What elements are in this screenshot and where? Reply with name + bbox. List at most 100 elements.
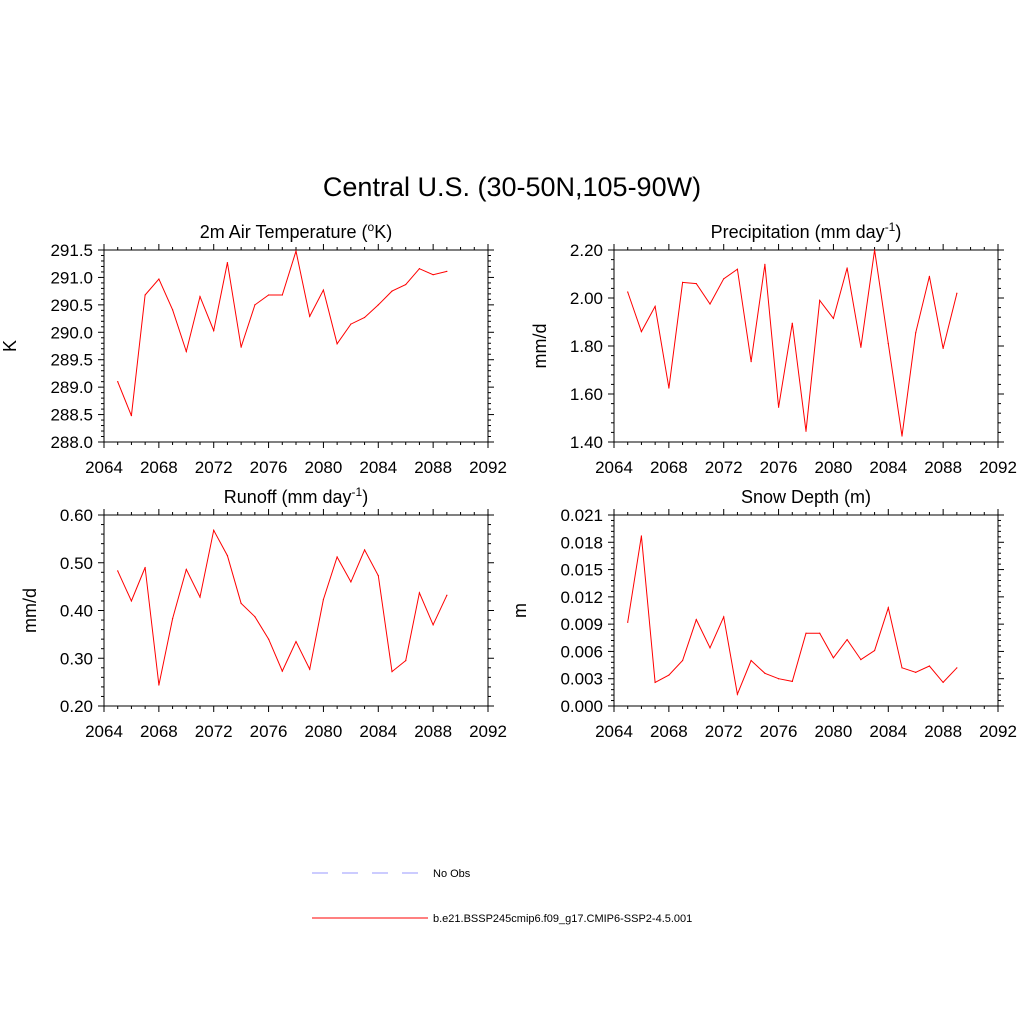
data-point [350,581,352,583]
data-point [130,600,133,602]
data-point [928,275,931,277]
x-tick-label: 2080 [305,458,343,477]
data-point [915,332,917,334]
x-tick-label: 2092 [469,722,507,741]
y-tick-label: 290.5 [50,296,93,315]
y-tick-label: 0.012 [560,588,603,607]
data-point [322,598,325,601]
data-point [158,684,160,686]
x-tick-label: 2084 [869,458,907,477]
panel-title-suffix: K) [374,222,392,242]
data-point [267,638,270,640]
data-point [832,317,835,319]
data-point [185,350,187,353]
data-point [281,294,283,296]
data-point [928,665,931,667]
y-tick-label: 0.30 [60,649,93,668]
y-tick-label: 0.40 [60,602,93,621]
data-point [171,618,174,620]
data-point [750,659,752,662]
x-tick-label: 2064 [85,458,123,477]
data-point [336,343,338,345]
data-point [377,304,379,306]
data-point [363,549,366,551]
data-point [240,346,242,348]
data-point [668,674,670,676]
x-tick-label: 2064 [595,458,633,477]
panel-title-suffix: ) [895,222,901,242]
data-point [777,678,780,680]
data-point [627,621,629,623]
data-point [158,278,160,280]
y-tick-label: 1.60 [570,385,603,404]
data-point [418,268,421,270]
data-point [446,594,448,596]
data-point [736,693,739,695]
chart-panel-2: Precipitation (mm day-1) 2064 2068 2072 2076… [530,220,1017,477]
data-point [130,415,133,417]
chart-panel-1: 2m Air Temperature (oK) 2064 2068 2072 2076 2… [0,220,507,477]
x-tick-label: 2072 [705,722,743,741]
data-point [956,667,958,669]
x-tick-label: 2088 [414,458,452,477]
data-point [873,249,876,251]
data-point [309,315,311,317]
data-point [736,268,739,270]
data-point [391,290,393,292]
y-tick-label: 288.5 [50,406,93,425]
x-tick-label: 2072 [705,458,743,477]
y-tick-label: 289.5 [50,351,93,370]
panel-title-text: 2m Air Temperature ( [200,222,368,242]
panel-title-text: Runoff (mm day [224,487,352,507]
data-point [887,343,889,345]
data-point [805,632,807,634]
data-point [723,616,725,618]
x-tick-label: 2068 [140,722,178,741]
panel-title-text: Snow Depth (m) [741,487,871,507]
x-tick-label: 2088 [924,722,962,741]
panel-title: 2m Air Temperature (oK) [200,220,392,242]
x-tick-label: 2088 [414,722,452,741]
data-point [901,667,903,669]
y-tick-label: 290.0 [50,323,93,342]
data-point [681,281,684,283]
y-tick-label: 0.000 [560,697,603,716]
x-tick-label: 2076 [760,722,798,741]
y-tick-label: 0.015 [560,561,603,580]
y-tick-label: 0.018 [560,533,603,552]
y-tick-label: 0.003 [560,670,603,689]
data-point [117,570,119,572]
y-tick-label: 0.60 [60,506,93,525]
data-point [254,304,256,306]
x-tick-label: 2076 [760,458,798,477]
data-point [377,575,379,577]
panel-title-superscript: -1 [885,220,896,234]
data-point [764,672,766,674]
data-point [709,647,711,649]
x-tick-label: 2092 [979,458,1017,477]
y-tick-label: 291.0 [50,268,93,287]
data-point [764,263,766,265]
x-tick-label: 2084 [359,458,397,477]
panel-title-superscript: -1 [352,485,363,499]
chart-panel-4: Snow Depth (m) 2064 2068 2072 2076 2080 2084 20… [510,487,1017,741]
x-tick-label: 2088 [924,458,962,477]
data-point [446,270,448,272]
x-tick-label: 2064 [595,722,633,741]
figure-title: Central U.S. (30-50N,105-90W) [323,172,701,202]
data-point [695,618,697,621]
x-tick-label: 2080 [305,722,343,741]
data-point [295,250,297,252]
panel-title: Snow Depth (m) [741,487,871,507]
x-tick-label: 2072 [195,458,233,477]
panel-title-superscript: o [368,220,375,234]
x-tick-label: 2080 [815,722,853,741]
y-tick-label: 2.00 [570,289,603,308]
data-point [295,640,297,643]
panel-title: Runoff (mm day-1) [224,485,368,507]
data-point [819,632,821,634]
data-point [627,291,629,293]
x-tick-label: 2076 [250,722,288,741]
